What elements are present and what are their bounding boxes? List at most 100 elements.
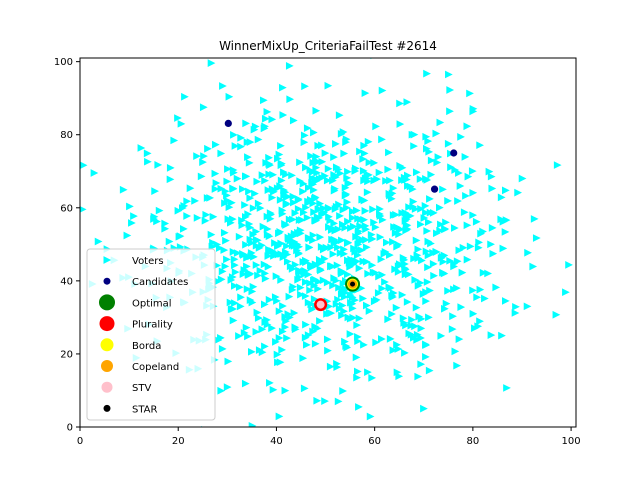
voter-point: [230, 282, 239, 290]
voter-point: [304, 270, 313, 279]
voter-point: [370, 159, 379, 167]
voter-point: [235, 283, 244, 292]
voter-point: [457, 133, 465, 141]
voter-point: [360, 340, 368, 349]
voter-point: [217, 149, 226, 158]
voter-point: [308, 168, 317, 176]
voter-point: [339, 279, 348, 288]
voter-point: [388, 310, 396, 318]
voter-point: [274, 242, 282, 251]
voter-point: [518, 174, 527, 183]
voter-point: [416, 279, 425, 287]
voter-point: [356, 147, 364, 156]
voter-point: [303, 340, 311, 349]
voter-point: [251, 189, 259, 198]
voter-point: [355, 264, 364, 273]
voter-point: [298, 216, 306, 224]
voter-point: [247, 347, 256, 356]
voter-point: [333, 261, 342, 270]
voter-point: [487, 240, 495, 249]
voter-point: [302, 163, 310, 172]
voter-point: [326, 362, 335, 371]
voter-point: [404, 270, 413, 279]
legend-marker-star: [103, 404, 111, 412]
voter-point: [511, 309, 520, 317]
voter-point: [383, 238, 391, 247]
voter-point: [197, 172, 206, 181]
voter-point: [223, 383, 232, 391]
voter-point: [474, 243, 483, 252]
voter-point: [432, 129, 441, 138]
voter-point: [281, 219, 289, 228]
voter-point: [476, 285, 485, 294]
voter-point: [248, 287, 257, 296]
voter-point: [456, 182, 465, 190]
voter-point: [441, 225, 449, 234]
voter-point: [201, 216, 210, 225]
voter-point: [417, 360, 426, 369]
voter-point: [343, 203, 351, 212]
voter-point: [453, 361, 461, 370]
voter-point: [401, 349, 409, 357]
legend-label-star: STAR: [132, 404, 158, 415]
voter-point: [425, 366, 434, 375]
voter-point: [451, 166, 460, 174]
voter-point: [261, 114, 270, 123]
voter-point: [211, 185, 220, 193]
voter-point: [388, 189, 397, 198]
voter-point: [276, 196, 285, 204]
voter-point: [422, 247, 431, 256]
voter-point: [386, 176, 394, 185]
voter-point: [502, 186, 510, 195]
voter-point: [444, 139, 453, 148]
voter-point: [155, 206, 164, 215]
voter-point: [405, 203, 413, 211]
voter-point: [423, 69, 431, 78]
voter-point: [401, 260, 409, 268]
voter-point: [296, 283, 305, 292]
voter-point: [291, 209, 300, 217]
voter-point: [271, 293, 280, 301]
voter-point: [301, 333, 310, 342]
voter-point: [339, 387, 347, 395]
voter-point: [243, 254, 251, 262]
voter-point: [354, 251, 362, 260]
voter-point: [264, 262, 273, 271]
voter-point: [427, 156, 436, 165]
voter-point: [437, 332, 446, 340]
voter-point: [244, 210, 253, 218]
voter-point: [80, 161, 88, 169]
voter-point: [410, 130, 419, 139]
voter-point: [324, 164, 333, 173]
voter-point: [372, 338, 381, 347]
voter-point: [319, 276, 328, 285]
voter-point: [308, 305, 316, 314]
voter-point: [502, 216, 511, 224]
voter-point: [305, 243, 314, 252]
voter-point: [230, 255, 239, 264]
voter-point: [311, 193, 320, 202]
voter-point: [342, 342, 351, 350]
voter-point: [277, 159, 286, 168]
voter-point: [331, 225, 340, 234]
voter-point: [395, 260, 404, 268]
voter-point: [361, 207, 370, 215]
voter-point: [437, 254, 446, 262]
voter-point: [455, 246, 464, 255]
voter-point: [446, 107, 454, 116]
voter-point: [222, 236, 230, 245]
voter-point: [477, 229, 485, 238]
voter-point: [280, 168, 288, 177]
voter-point: [446, 256, 455, 265]
voter-point: [444, 286, 452, 295]
voter-point: [368, 261, 377, 270]
voter-point: [258, 325, 267, 334]
voter-point: [429, 260, 438, 268]
voter-point: [279, 302, 287, 310]
voter-point: [393, 242, 402, 251]
voter-point: [302, 203, 310, 212]
voter-point: [399, 314, 408, 323]
voter-point: [358, 235, 366, 244]
voter-point: [246, 194, 255, 202]
